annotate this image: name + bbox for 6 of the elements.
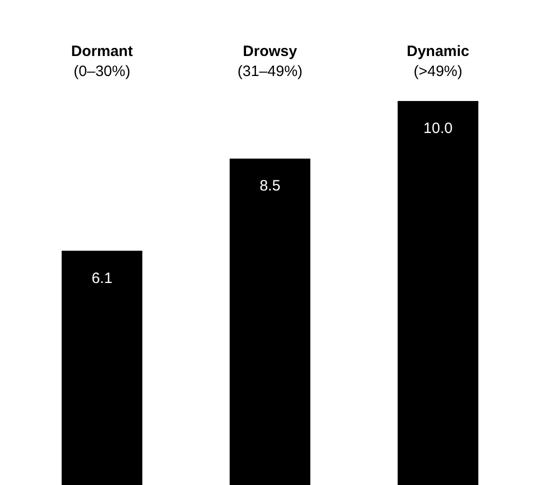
x-tick-label: Dormant (0–30%) — [71, 43, 133, 80]
data-label: 8.5 — [260, 178, 280, 195]
x-tick-label: Drowsy (31–49%) — [237, 43, 303, 80]
data-label: 10.0 — [423, 120, 453, 138]
data-label: 6.1 — [92, 270, 112, 287]
x-tick-label: Dynamic (>49%) — [406, 43, 470, 80]
